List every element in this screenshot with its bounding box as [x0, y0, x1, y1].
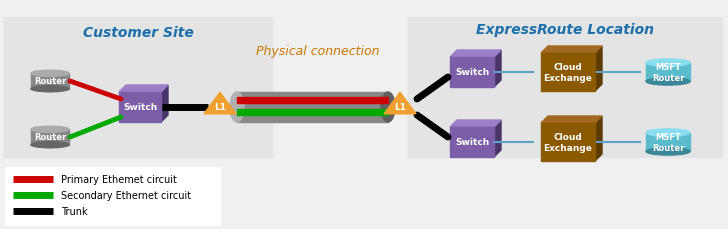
Bar — [646, 63, 690, 82]
Polygon shape — [541, 117, 602, 123]
Text: Trunk: Trunk — [61, 206, 87, 216]
Bar — [646, 133, 690, 152]
Text: Switch: Switch — [123, 103, 157, 112]
Ellipse shape — [230, 93, 244, 123]
Polygon shape — [494, 120, 501, 157]
Ellipse shape — [381, 93, 395, 123]
Bar — [31, 74, 69, 89]
Bar — [31, 130, 69, 145]
Polygon shape — [204, 93, 236, 114]
Text: Switch: Switch — [455, 68, 489, 77]
Ellipse shape — [646, 60, 690, 67]
Polygon shape — [494, 51, 501, 88]
Text: Router: Router — [33, 133, 66, 142]
Ellipse shape — [646, 129, 690, 137]
Bar — [237, 109, 388, 115]
Bar — [237, 98, 388, 104]
Polygon shape — [595, 47, 602, 92]
Text: L1: L1 — [394, 103, 406, 112]
Ellipse shape — [646, 78, 690, 86]
Text: Customer Site: Customer Site — [82, 26, 194, 40]
Polygon shape — [450, 51, 501, 58]
Bar — [541, 54, 595, 92]
Text: Cloud
Exchange: Cloud Exchange — [544, 63, 593, 82]
Polygon shape — [384, 93, 416, 114]
Polygon shape — [161, 86, 168, 123]
Bar — [450, 128, 494, 157]
Text: ExpressRoute Location: ExpressRoute Location — [476, 23, 654, 37]
Text: MSFT
Router: MSFT Router — [652, 133, 684, 152]
Text: Switch: Switch — [455, 138, 489, 147]
Ellipse shape — [31, 142, 69, 148]
Bar — [450, 58, 494, 88]
Bar — [119, 93, 161, 123]
Polygon shape — [595, 117, 602, 161]
Polygon shape — [119, 86, 168, 93]
Bar — [237, 93, 388, 123]
Ellipse shape — [646, 148, 690, 155]
Text: Primary Ethemet circuit: Primary Ethemet circuit — [61, 174, 177, 184]
Ellipse shape — [31, 71, 69, 77]
Text: MSFT
Router: MSFT Router — [652, 63, 684, 82]
Bar — [5, 167, 220, 225]
Bar — [541, 123, 595, 161]
Text: Cloud
Exchange: Cloud Exchange — [544, 133, 593, 152]
Text: Physical connection: Physical connection — [256, 45, 380, 58]
Ellipse shape — [31, 127, 69, 133]
Text: Secondary Ethernet circuit: Secondary Ethernet circuit — [61, 190, 191, 200]
Polygon shape — [450, 120, 501, 128]
Polygon shape — [541, 47, 602, 54]
Text: L1: L1 — [214, 103, 226, 112]
Bar — [4, 18, 272, 157]
Ellipse shape — [31, 86, 69, 92]
Bar — [408, 18, 722, 157]
Text: Router: Router — [33, 77, 66, 86]
